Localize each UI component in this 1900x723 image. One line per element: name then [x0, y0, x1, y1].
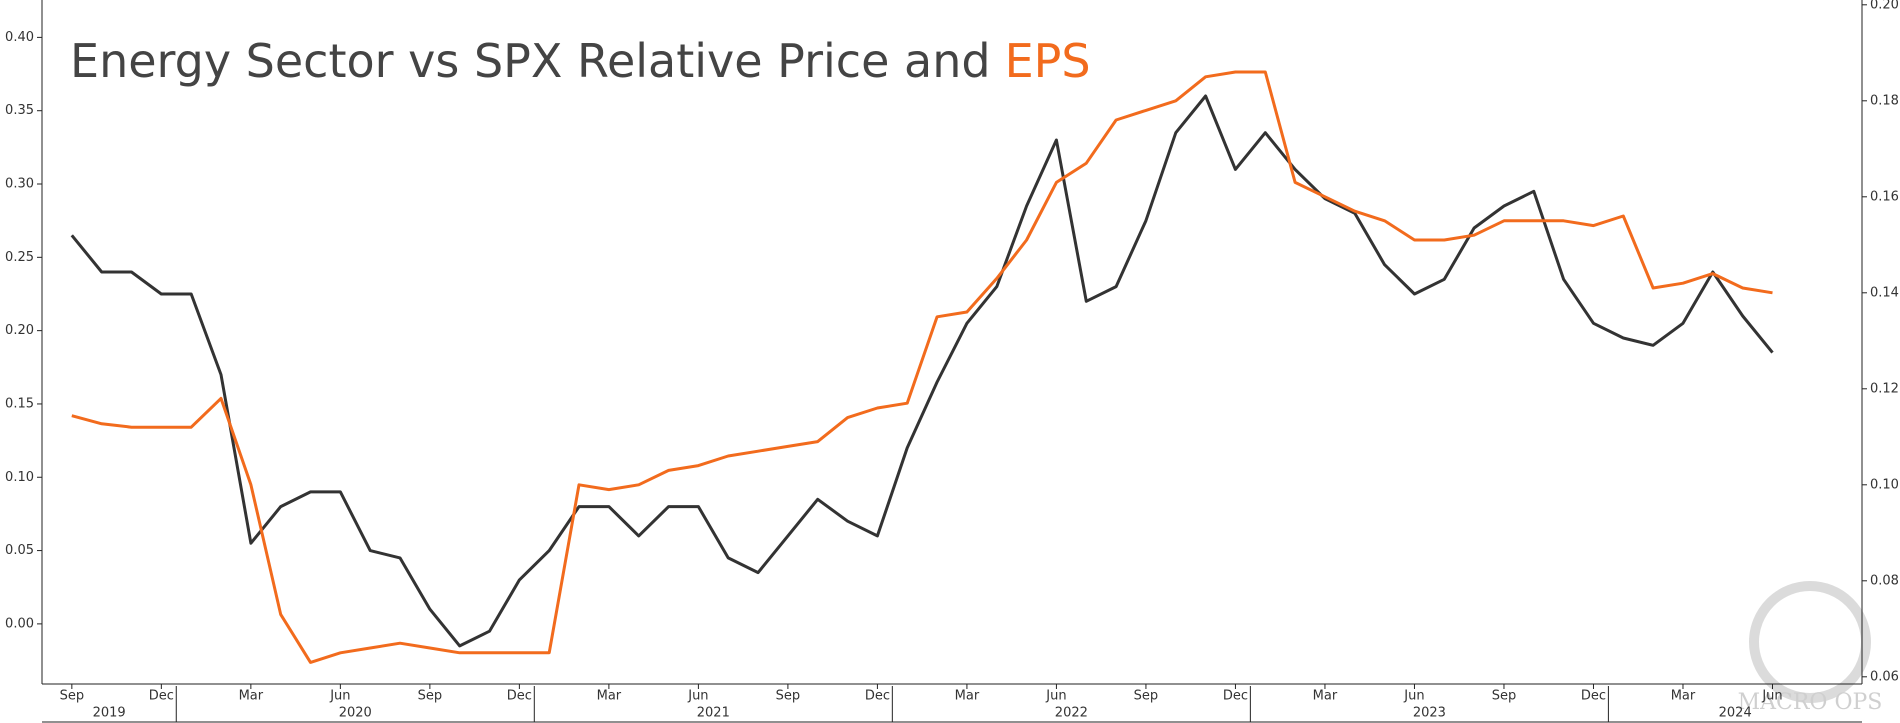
y-tick-label: 0.15 [5, 396, 34, 411]
y2-tick-label: 0.12 [1870, 381, 1899, 396]
year-label: 2024 [1719, 706, 1752, 721]
x-tick-label: Dec [507, 689, 532, 704]
y-tick-label: 0.05 [5, 543, 34, 558]
x-tick-label: Mar [239, 689, 264, 704]
y-tick-label: 0.40 [5, 30, 34, 45]
y-tick-label: 0.25 [5, 250, 34, 265]
watermark-text: MACRO OPS [1738, 690, 1883, 715]
x-tick-label: Mar [1313, 689, 1338, 704]
x-tick-label: Mar [597, 689, 622, 704]
y2-tick-label: 0.14 [1870, 285, 1899, 300]
series-line [71, 70, 1773, 664]
y-tick-label: 0.20 [5, 323, 34, 338]
year-label: 2022 [1055, 706, 1088, 721]
x-tick-label: Mar [955, 689, 980, 704]
x-tick-label: Mar [1671, 689, 1696, 704]
y-tick-label: 0.35 [5, 103, 34, 118]
y2-tick-label: 0.08 [1870, 573, 1899, 588]
year-label: 2020 [339, 706, 372, 721]
x-tick-label: Jun [1403, 689, 1424, 704]
x-tick-label: Dec [1581, 689, 1606, 704]
y2-tick-label: 0.16 [1870, 189, 1899, 204]
year-label: 2019 [93, 706, 126, 721]
x-tick-label: Dec [1223, 689, 1248, 704]
x-tick-label: Dec [149, 689, 174, 704]
series-line [70, 94, 1774, 648]
y2-tick-label: 0.06 [1870, 669, 1899, 684]
x-tick-label: Jun [1761, 689, 1782, 704]
x-tick-label: Sep [1492, 689, 1517, 704]
x-tick-label: Jun [1045, 689, 1066, 704]
year-label: 2023 [1413, 706, 1446, 721]
chart-title-highlight: EPS [1005, 34, 1091, 88]
year-label: 2021 [697, 706, 730, 721]
y-tick-label: 0.00 [5, 616, 34, 631]
chart-title: Energy Sector vs SPX Relative Price and E… [70, 34, 1091, 88]
watermark: MACRO OPS [1738, 581, 1883, 715]
x-tick-label: Sep [60, 689, 85, 704]
x-tick-label: Sep [1134, 689, 1159, 704]
x-tick-label: Dec [865, 689, 890, 704]
y2-tick-label: 0.10 [1870, 477, 1899, 492]
y2-tick-label: 0.18 [1870, 93, 1899, 108]
x-tick-label: Sep [418, 689, 443, 704]
x-tick-label: Jun [687, 689, 708, 704]
watermark-logo [1749, 581, 1871, 703]
y2-tick-label: 0.20 [1870, 0, 1899, 12]
x-tick-label: Sep [776, 689, 801, 704]
y-tick-label: 0.30 [5, 177, 34, 192]
x-tick-label: Jun [329, 689, 350, 704]
chart-title-main: Energy Sector vs SPX Relative Price and [70, 34, 991, 88]
y-tick-label: 0.10 [5, 470, 34, 485]
